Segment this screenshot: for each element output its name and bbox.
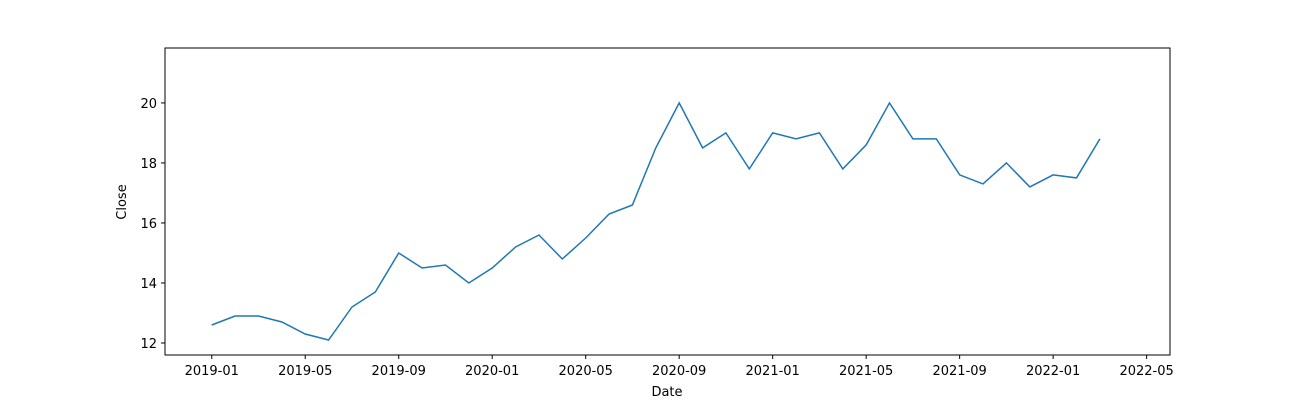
y-tick-label: 12 (140, 337, 157, 352)
x-tick-label: 2020-09 (652, 364, 706, 379)
x-tick-label: 2020-05 (559, 364, 613, 379)
x-tick-label: 2022-05 (1119, 364, 1173, 379)
x-tick-label: 2019-01 (185, 364, 239, 379)
plot-frame (164, 47, 1171, 356)
y-tick-label: 18 (140, 157, 157, 172)
x-tick-label: 2019-05 (278, 364, 332, 379)
x-tick-label: 2021-01 (746, 364, 800, 379)
y-tick-label: 16 (140, 217, 157, 232)
y-axis-label: Close (115, 184, 130, 219)
x-tick-label: 2020-01 (465, 364, 519, 379)
x-tick-label: 2021-05 (839, 364, 893, 379)
x-tick-label: 2021-09 (932, 364, 986, 379)
y-tick-label: 20 (140, 97, 157, 112)
x-axis-label: Date (651, 385, 682, 400)
line-series (211, 101, 1101, 341)
x-tick-label: 2022-01 (1026, 364, 1080, 379)
y-tick-label: 14 (140, 277, 157, 292)
x-tick-label: 2019-09 (372, 364, 426, 379)
